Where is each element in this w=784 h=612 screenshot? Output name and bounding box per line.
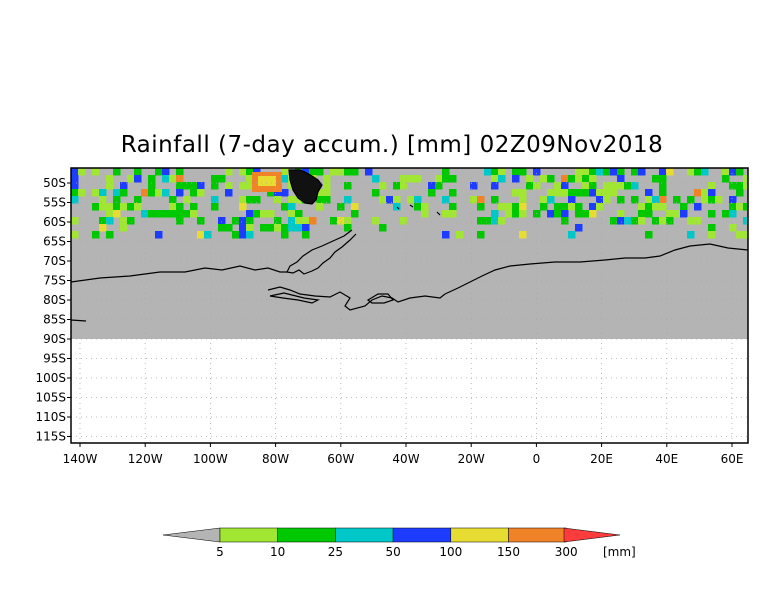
rain-field — [71, 168, 748, 239]
colorbar-level: 50 — [385, 545, 400, 559]
lon-label: 60W — [327, 452, 354, 466]
lat-label: 50S — [43, 176, 66, 190]
lon-label: 0 — [533, 452, 541, 466]
colorbar-swatch — [277, 527, 336, 543]
colorbar-unit: [mm] — [603, 545, 636, 559]
grid-lines — [71, 168, 748, 443]
lon-label: 100W — [193, 452, 228, 466]
lon-label: 60E — [721, 452, 744, 466]
lon-label: 40E — [655, 452, 678, 466]
colorbar-level: 10 — [270, 545, 285, 559]
lat-label: 115S — [35, 430, 66, 444]
lat-label: 65S — [43, 235, 66, 249]
lon-label: 140W — [63, 452, 98, 466]
lat-label: 100S — [35, 371, 66, 385]
lat-label: 55S — [43, 196, 66, 210]
colorbar-swatch — [450, 527, 509, 543]
coastline — [71, 169, 748, 322]
colorbar-swatch — [508, 527, 567, 543]
latitude-axis: 50S 55S 60S 65S 70S 75S 80S 85S 90S 95S 100S 105S 11… — [35, 176, 71, 444]
lat-label: 105S — [35, 391, 66, 405]
colorbar: 5 10 25 50 100 150 300 [mm] — [162, 527, 636, 559]
lat-label: 85S — [43, 313, 66, 327]
colorbar-level: 5 — [216, 545, 224, 559]
lat-label: 60S — [43, 215, 66, 229]
lat-label: 95S — [43, 352, 66, 366]
lat-label: 75S — [43, 274, 66, 288]
lon-label: 80W — [262, 452, 289, 466]
colorbar-level: 100 — [439, 545, 462, 559]
colorbar-swatch — [392, 527, 452, 543]
colorbar-level: 300 — [555, 545, 578, 559]
lon-label: 20E — [590, 452, 613, 466]
lat-label: 110S — [35, 410, 66, 424]
lat-label: 90S — [43, 332, 66, 346]
lat-label: 70S — [43, 254, 66, 268]
map-title: Rainfall (7-day accum.) [mm] 02Z09Nov201… — [120, 132, 664, 158]
lon-label: 120W — [128, 452, 163, 466]
colorbar-high-arrow — [563, 527, 621, 543]
plot-frame — [70, 167, 749, 444]
colorbar-swatch — [335, 527, 394, 543]
lat-label: 80S — [43, 293, 66, 307]
lon-label: 40W — [392, 452, 419, 466]
colorbar-low-arrow — [162, 527, 221, 543]
colorbar-swatch — [219, 527, 278, 543]
lon-label: 20W — [458, 452, 485, 466]
longitude-axis: 140W 120W 100W 80W 60W 40W 20W 0 20E 40E 60E — [63, 443, 744, 466]
colorbar-level: 150 — [497, 545, 520, 559]
colorbar-level: 25 — [328, 545, 343, 559]
